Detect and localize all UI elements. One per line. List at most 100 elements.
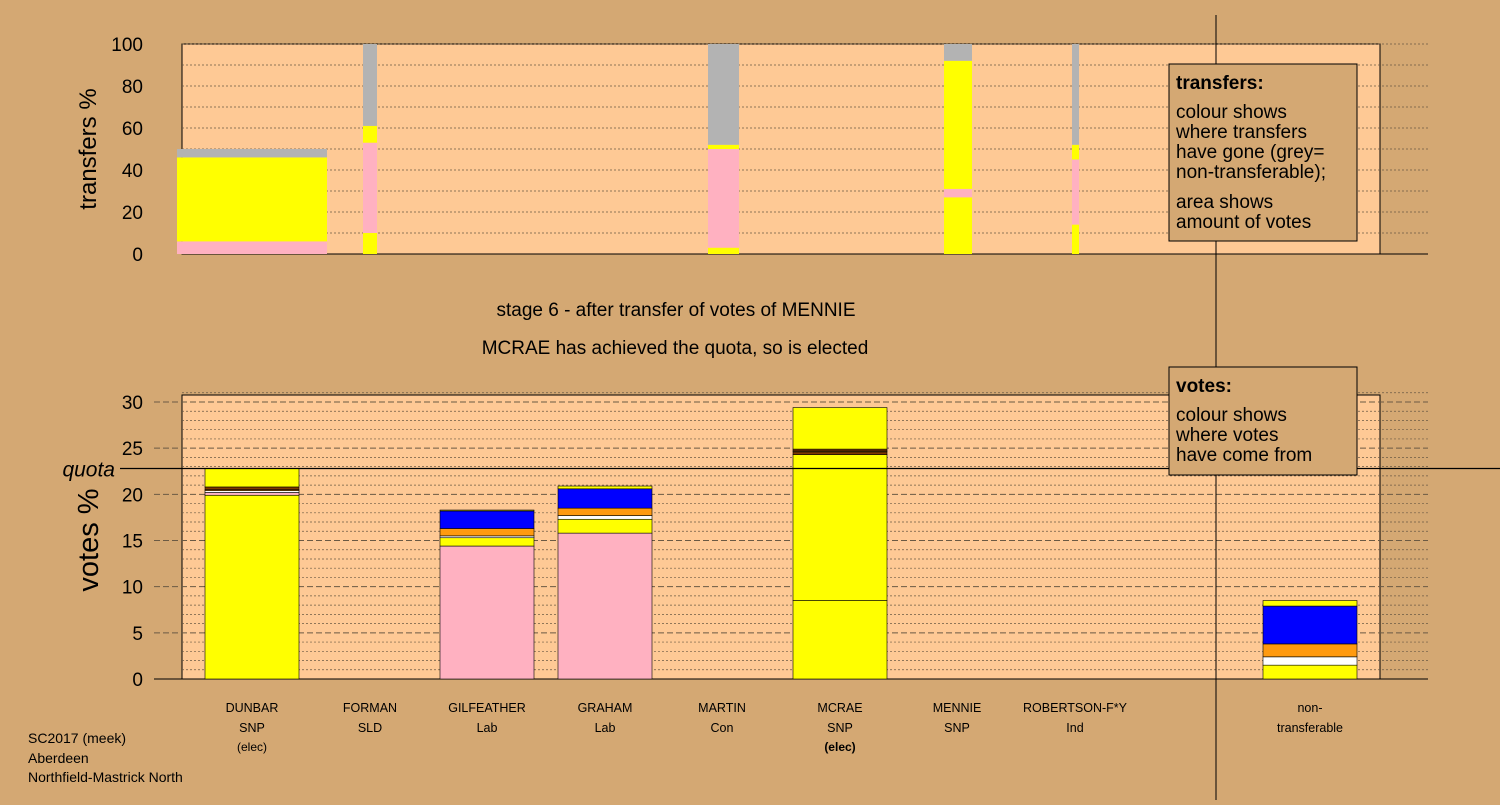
vote-segment xyxy=(557,515,653,520)
candidate-party: transferable xyxy=(1277,721,1343,735)
transfer-segment xyxy=(944,197,972,254)
vote-segment xyxy=(792,600,888,680)
transfer-segment xyxy=(1072,44,1079,145)
candidate-name: MARTIN xyxy=(698,701,746,715)
y-tick-label: 25 xyxy=(122,439,143,460)
y-tick-label: 5 xyxy=(132,624,143,645)
votes-legend-line: colour shows xyxy=(1176,405,1287,426)
candidate-party: SNP xyxy=(827,721,853,735)
vote-segment xyxy=(792,407,888,450)
vote-segment xyxy=(557,485,653,490)
footer-line: Northfield-Mastrick North xyxy=(28,769,183,785)
footer-line: Aberdeen xyxy=(28,750,89,766)
stage-subtitle: MCRAE has achieved the quota, so is elec… xyxy=(482,338,869,359)
transfer-segment xyxy=(944,60,972,189)
votes-legend-line: where votes xyxy=(1175,425,1278,446)
transfers-legend-title: transfers: xyxy=(1176,73,1264,94)
y-tick-label: 0 xyxy=(132,670,143,691)
vote-segment xyxy=(204,468,300,488)
vote-segment xyxy=(792,454,888,601)
vote-segment xyxy=(1262,643,1358,658)
vote-segment xyxy=(1262,664,1358,680)
vote-segment xyxy=(557,518,653,534)
votes-legend-title: votes: xyxy=(1176,376,1232,397)
vote-segment xyxy=(204,492,300,496)
candidate-party: SNP xyxy=(944,721,970,735)
vote-segment xyxy=(439,510,535,529)
transfer-segment xyxy=(708,149,739,248)
candidate-party: SNP xyxy=(239,721,265,735)
votes-y-axis-label: votes % xyxy=(73,488,105,591)
transfer-segment xyxy=(708,144,739,149)
votes-legend: votes: colour shows where votes have com… xyxy=(1168,366,1358,476)
vote-segment xyxy=(792,451,888,455)
transfers-legend-line: non-transferable); xyxy=(1176,162,1326,183)
vote-segment xyxy=(1262,600,1358,607)
vote-segment xyxy=(204,486,300,491)
transfer-segment xyxy=(177,157,327,242)
candidate-party: Con xyxy=(711,721,734,735)
transfer-segment xyxy=(177,149,327,158)
vote-segment xyxy=(557,488,653,509)
votes-legend-line: have come from xyxy=(1176,445,1312,466)
candidate-name: non- xyxy=(1297,701,1322,715)
transfer-segment xyxy=(944,188,972,198)
transfer-segment xyxy=(363,142,377,233)
transfer-segment xyxy=(363,233,377,254)
transfer-segment xyxy=(363,125,377,143)
candidate-status: (elec) xyxy=(824,740,855,754)
transfers-legend-line: have gone (grey= xyxy=(1176,142,1324,163)
candidate-party: Lab xyxy=(595,721,616,735)
transfer-segment xyxy=(944,44,972,61)
y-tick-label: 30 xyxy=(122,393,143,414)
transfers-legend: transfers: colour shows where transfers … xyxy=(1168,63,1358,242)
transfer-segment xyxy=(1072,159,1079,225)
vote-segment xyxy=(557,507,653,516)
candidate-party: SLD xyxy=(358,721,382,735)
vote-segment xyxy=(204,494,300,680)
transfer-segment xyxy=(708,44,739,145)
transfer-segment xyxy=(363,44,377,126)
transfers-y-axis-label: transfers % xyxy=(75,88,102,209)
vote-segment xyxy=(439,509,535,512)
transfers-legend-line: colour shows xyxy=(1176,102,1287,123)
y-tick-label: 40 xyxy=(122,161,143,182)
candidate-name: GILFEATHER xyxy=(448,701,526,715)
candidate-party: Lab xyxy=(477,721,498,735)
vote-segment xyxy=(1262,656,1358,666)
transfers-bars xyxy=(177,44,1079,254)
y-tick-label: 0 xyxy=(132,245,143,266)
candidate-name: DUNBAR xyxy=(226,701,279,715)
transfer-segment xyxy=(177,241,327,254)
votes-y-axis: 0 5 10 15 20 25 30 xyxy=(122,393,143,691)
vote-segment xyxy=(439,537,535,547)
candidate-name: GRAHAM xyxy=(578,701,633,715)
y-tick-label: 15 xyxy=(122,532,143,553)
candidate-name: ROBERTSON-F*Y xyxy=(1023,701,1128,715)
transfers-legend-line: area shows xyxy=(1176,192,1273,213)
transfers-y-axis: 0 20 40 60 80 100 xyxy=(111,35,143,266)
y-tick-label: 80 xyxy=(122,77,143,98)
candidate-status: (elec) xyxy=(237,740,267,754)
vote-segment xyxy=(1262,605,1358,645)
vote-segment xyxy=(439,545,535,680)
y-tick-label: 20 xyxy=(122,203,143,224)
vote-segment xyxy=(557,532,653,680)
candidate-name: MCRAE xyxy=(817,701,862,715)
transfer-segment xyxy=(1072,224,1079,254)
y-tick-label: 10 xyxy=(122,578,143,599)
y-tick-label: 60 xyxy=(122,119,143,140)
transfers-legend-line: where transfers xyxy=(1175,122,1307,143)
quota-label: quota xyxy=(62,458,115,481)
y-tick-label: 100 xyxy=(111,35,143,56)
stage-title: stage 6 - after transfer of votes of MEN… xyxy=(496,300,855,321)
candidate-name: MENNIE xyxy=(933,701,982,715)
transfer-segment xyxy=(1072,144,1079,160)
footer-line: SC2017 (meek) xyxy=(28,730,126,746)
y-tick-label: 20 xyxy=(122,485,143,506)
candidate-labels: DUNBAR SNP (elec) FORMAN SLD GILFEATHER Lab GRA… xyxy=(226,701,1343,754)
transfer-segment xyxy=(708,247,739,254)
vote-segment xyxy=(439,528,535,537)
candidate-party: Ind xyxy=(1066,721,1083,735)
